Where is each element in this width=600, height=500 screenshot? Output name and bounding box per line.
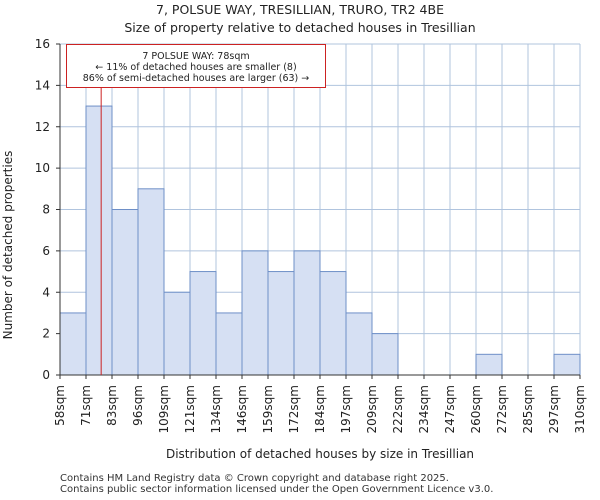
x-axis-label: Distribution of detached houses by size … <box>166 447 474 461</box>
annotation-box: 7 POLSUE WAY: 78sqm ← 11% of detached ho… <box>66 44 326 88</box>
footer-line-1: Contains HM Land Registry data © Crown c… <box>60 473 449 484</box>
bar <box>293 250 321 376</box>
x-tick-label: 234sqm <box>417 385 431 433</box>
x-tick-label: 172sqm <box>287 385 301 433</box>
y-tick-label: 0 <box>42 368 50 382</box>
x-tick-label: 197sqm <box>339 385 353 433</box>
y-tick-label: 4 <box>42 285 50 299</box>
chart-subtitle: Size of property relative to detached ho… <box>124 20 476 35</box>
x-tick-label: 184sqm <box>313 385 327 433</box>
x-tick-label: 159sqm <box>261 385 275 433</box>
bar <box>267 271 295 376</box>
x-tick-label: 109sqm <box>157 385 171 433</box>
x-tick-label: 146sqm <box>235 385 249 433</box>
y-tick-label: 2 <box>42 327 50 341</box>
bar <box>59 312 87 376</box>
y-tick-label: 14 <box>35 78 50 92</box>
bar <box>163 291 191 376</box>
chart-title: 7, POLSUE WAY, TRESILLIAN, TRURO, TR2 4B… <box>156 2 444 17</box>
x-tick-label: 297sqm <box>547 385 561 433</box>
bar <box>241 250 269 376</box>
bar <box>475 353 503 376</box>
bar <box>345 312 373 376</box>
annotation-line-2: ← 11% of detached houses are smaller (8) <box>95 62 297 73</box>
bar <box>85 105 113 376</box>
y-tick-label: 12 <box>35 120 50 134</box>
bar <box>137 188 165 376</box>
bar <box>189 271 217 376</box>
y-tick-label: 10 <box>35 161 50 175</box>
bars <box>59 105 581 376</box>
bar <box>319 271 347 376</box>
x-tick-label: 310sqm <box>573 385 587 433</box>
x-tick-labels: 58sqm 71sqm 83sqm 96sqm 109sqm 121sqm 134sqm 14… <box>53 385 587 433</box>
y-tick-labels: 0 2 4 6 8 10 12 14 16 <box>35 37 50 382</box>
annotation-line-3: 86% of semi-detached houses are larger (… <box>82 73 310 84</box>
bar <box>553 353 581 376</box>
annotation-line-1: 7 POLSUE WAY: 78sqm <box>142 51 250 62</box>
x-tick-label: 247sqm <box>443 385 457 433</box>
x-tick-label: 83sqm <box>105 385 119 426</box>
x-tick-label: 209sqm <box>365 385 379 433</box>
x-tick-label: 134sqm <box>209 385 223 433</box>
x-tick-label: 285sqm <box>521 385 535 433</box>
x-tick-label: 121sqm <box>183 385 197 433</box>
x-tick-label: 272sqm <box>495 385 509 433</box>
y-axis-label: Number of detached properties <box>1 151 15 340</box>
footer-line-2: Contains public sector information licen… <box>60 484 494 495</box>
x-tick-label: 222sqm <box>391 385 405 433</box>
x-tick-label: 260sqm <box>469 385 483 433</box>
x-tick-label: 71sqm <box>79 385 93 426</box>
bar <box>215 312 243 376</box>
x-tick-label: 58sqm <box>53 385 67 426</box>
bar <box>371 333 399 376</box>
x-tick-label: 96sqm <box>131 385 145 426</box>
axes <box>56 43 581 379</box>
y-tick-label: 16 <box>35 37 50 51</box>
y-tick-label: 8 <box>42 203 50 217</box>
y-tick-label: 6 <box>42 244 50 258</box>
bar <box>111 209 139 376</box>
